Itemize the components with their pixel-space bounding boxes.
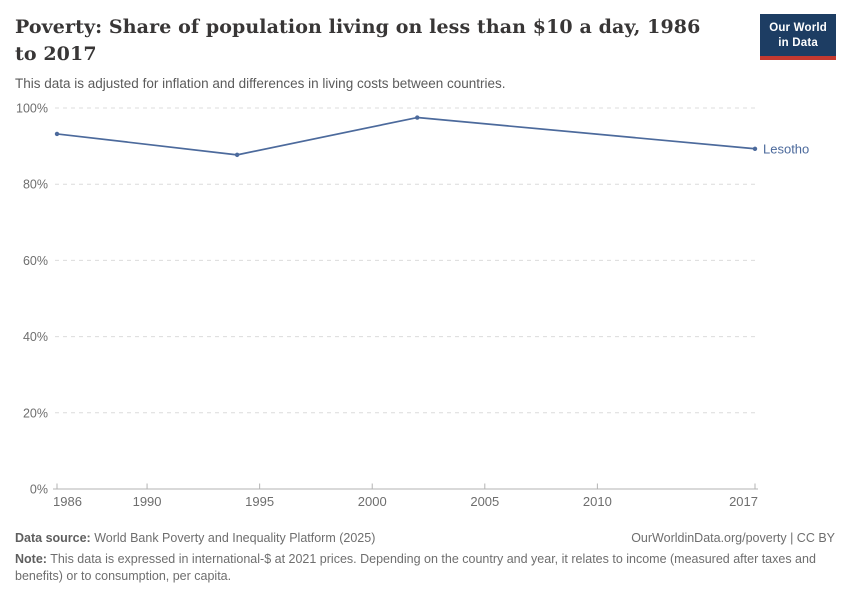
data-point[interactable]: [54, 132, 60, 137]
x-tick-label: 2017: [729, 494, 758, 509]
chart-footer: Data source: World Bank Poverty and Ineq…: [0, 531, 850, 584]
note-text: This data is expressed in international-…: [15, 552, 816, 583]
y-tick-label: 60%: [23, 254, 48, 268]
owid-logo-text-line2: in Data: [778, 36, 818, 49]
line-chart-canvas: 0% 20% 40% 60% 80% 100% 1986 1990 1995 2000 2005 20…: [16, 102, 809, 510]
data-point[interactable]: [234, 153, 240, 158]
data-source-label: Data source:: [15, 531, 91, 546]
page-title: Poverty: Share of population living on l…: [15, 16, 701, 65]
y-tick-label: 20%: [23, 407, 48, 421]
x-tick-label: 1995: [245, 494, 274, 509]
footer-source-row: Data source: World Bank Poverty and Ineq…: [15, 531, 835, 545]
note-label: Note:: [15, 552, 47, 567]
owid-logo[interactable]: Our World in Data: [760, 14, 836, 60]
x-tick-label: 1986: [53, 494, 82, 509]
title-block: Poverty: Share of population living on l…: [15, 14, 760, 92]
y-tick-label: 40%: [23, 331, 48, 345]
data-point[interactable]: [415, 115, 420, 121]
x-tick-label: 2005: [470, 494, 499, 509]
y-tick-label: 80%: [23, 178, 48, 192]
data-source-line: Data source: World Bank Poverty and Ineq…: [15, 531, 375, 545]
entity-label[interactable]: Lesotho: [763, 142, 809, 157]
chart-header: Poverty: Share of population living on l…: [0, 0, 850, 92]
owid-logo-text-line1: Our World: [769, 22, 827, 34]
x-tick-label: 2000: [358, 494, 387, 509]
data-point[interactable]: [752, 147, 758, 152]
y-tick-label: 100%: [16, 102, 48, 116]
line-chart: 0% 20% 40% 60% 80% 100% 1986 1990 1995 2000 2005 20…: [0, 94, 850, 519]
y-tick-label: 0%: [30, 483, 48, 497]
x-tick-label: 2010: [583, 494, 612, 509]
chart-subtitle: This data is adjusted for inflation and …: [15, 75, 506, 91]
rights-link[interactable]: OurWorldinData.org/poverty | CC BY: [631, 531, 835, 546]
series-line[interactable]: [56, 117, 756, 157]
x-tick-label: 1990: [133, 494, 162, 509]
footer-note: Note: This data is expressed in internat…: [15, 551, 823, 584]
data-source-text[interactable]: World Bank Poverty and Inequality Platfo…: [90, 531, 376, 546]
